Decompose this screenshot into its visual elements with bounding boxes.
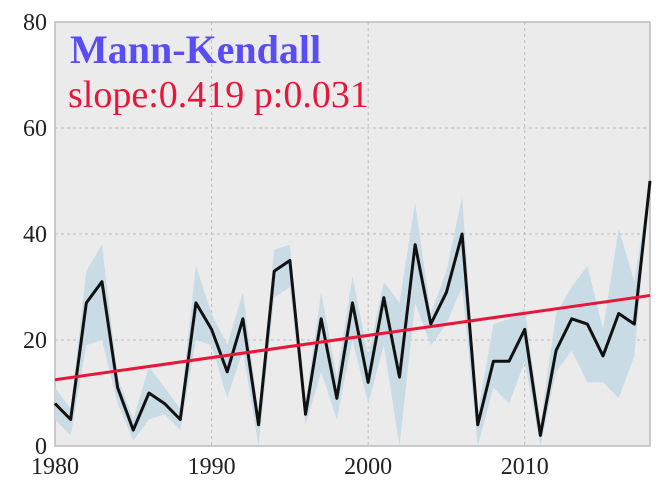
- trend-line: [54, 293, 651, 382]
- chart-title: Mann-Kendall: [70, 27, 321, 72]
- data-point: [618, 313, 620, 314]
- data-point: [398, 376, 400, 378]
- data-point: [586, 323, 588, 325]
- data-point: [524, 328, 526, 330]
- data-point: [649, 180, 651, 182]
- x-tick-label: 1980: [31, 454, 79, 480]
- grid: [54, 21, 650, 447]
- data-point: [555, 350, 557, 352]
- data-point: [70, 419, 72, 420]
- x-axis-ticks: 1980 1990 2000 2010: [31, 454, 549, 480]
- data-point: [289, 260, 291, 261]
- data-point: [273, 270, 275, 272]
- data-point: [117, 387, 119, 389]
- x-tick-label: 1990: [188, 454, 236, 480]
- data-point: [85, 302, 87, 304]
- data-point: [101, 281, 103, 283]
- data-point: [211, 328, 213, 330]
- data-point: [430, 323, 432, 325]
- y-axis-ticks: 0 20 40 60 80: [23, 10, 47, 460]
- y-tick-label: 20: [23, 328, 47, 354]
- y-tick-label: 60: [23, 116, 47, 142]
- y-tick-label: 40: [23, 222, 47, 248]
- data-point: [367, 381, 369, 383]
- data-point: [461, 233, 463, 235]
- data-point: [352, 302, 353, 304]
- data-point: [414, 244, 416, 246]
- confidence-band: [55, 181, 650, 446]
- y-tick-label: 80: [23, 10, 47, 36]
- y-tick-label: 0: [35, 434, 47, 460]
- data-point: [383, 297, 385, 299]
- data-point: [602, 355, 604, 357]
- data-point: [179, 419, 181, 420]
- data-point: [305, 413, 307, 415]
- data-point: [508, 360, 510, 362]
- data-point: [445, 291, 447, 293]
- chart-subtitle: slope:0.419 p:0.031: [68, 74, 369, 116]
- data-point: [148, 392, 150, 394]
- data-point: [633, 323, 635, 325]
- data-point: [242, 318, 244, 320]
- data-point: [492, 360, 494, 362]
- data-point: [164, 403, 166, 405]
- data-point: [571, 318, 573, 320]
- data-point: [539, 434, 541, 436]
- x-tick-label: 2010: [501, 454, 549, 480]
- data-point: [258, 424, 260, 426]
- data-point: [54, 403, 56, 405]
- data-point: [226, 371, 228, 373]
- data-point: [195, 302, 197, 304]
- data-points: [54, 180, 651, 436]
- data-point: [477, 424, 479, 426]
- data-point: [132, 429, 134, 431]
- data-point: [336, 397, 338, 399]
- data-point: [320, 318, 322, 320]
- x-tick-label: 2000: [344, 454, 392, 480]
